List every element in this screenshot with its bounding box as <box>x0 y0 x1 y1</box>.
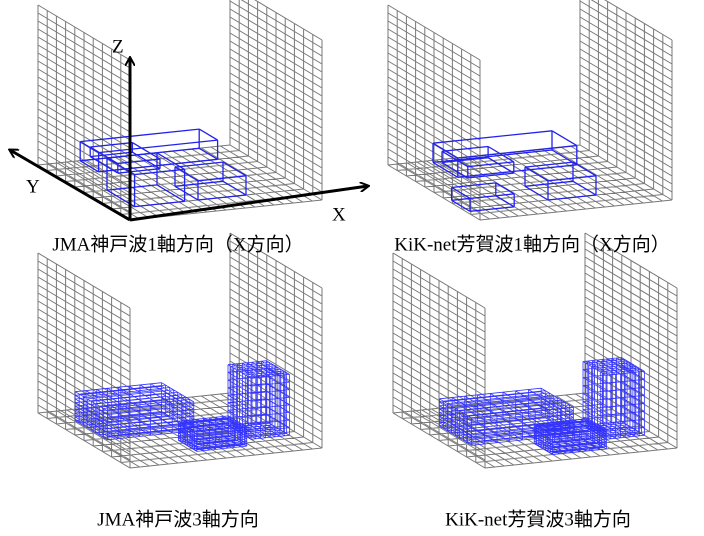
y-axis-label: Y <box>26 176 40 197</box>
caption: JMA神戸波3軸方向 <box>97 508 259 530</box>
z-axis-label: Z <box>112 36 124 57</box>
grid-frame <box>388 0 672 220</box>
grid-frame <box>38 0 322 220</box>
caption: KiK-net芳賀波3軸方向 <box>445 508 631 530</box>
caption: KiK-net芳賀波1軸方向（X方向） <box>394 233 669 255</box>
structure-box <box>228 361 289 440</box>
caption: JMA神戸波1軸方向（X方向） <box>52 233 303 255</box>
x-axis-label: X <box>332 204 346 225</box>
figure: Z Y X JMA神戸波1軸方向（X方向） KiK-net芳賀波1軸方向（X方向… <box>0 0 704 536</box>
